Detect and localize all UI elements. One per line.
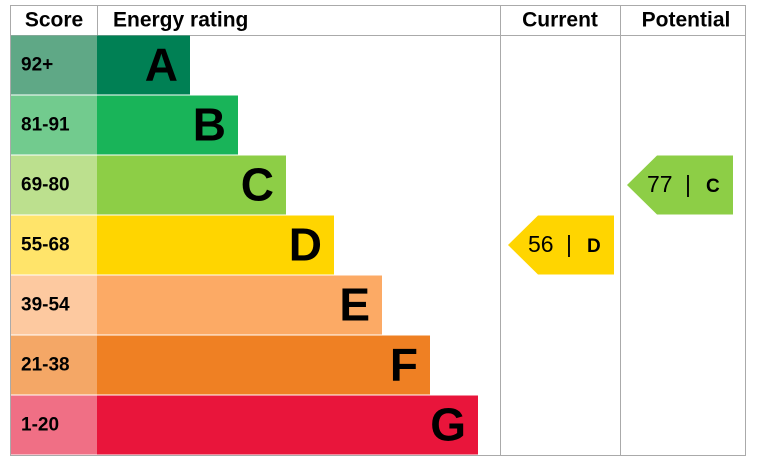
rating-letter: B (193, 99, 226, 151)
score-label: 69-80 (21, 175, 70, 196)
frame (10, 5, 746, 456)
score-cell (11, 395, 97, 455)
rating-bar (97, 95, 238, 155)
rating-letter: C (241, 159, 274, 211)
rating-separator: | (566, 231, 572, 257)
rating-arrow (508, 215, 614, 275)
rating-bar (97, 215, 334, 275)
rating-bar (97, 335, 430, 395)
rating-bar (97, 35, 190, 95)
score-label: 92+ (21, 55, 53, 76)
header-potential: Potential (642, 9, 731, 32)
rating-letter: G (430, 399, 466, 451)
score-cell (11, 95, 97, 155)
score-label: 21-38 (21, 355, 70, 376)
rating-bar (97, 155, 286, 215)
rating-bar (97, 395, 478, 455)
score-cell (11, 335, 97, 395)
score-label: 55-68 (21, 235, 70, 256)
rating-letter: E (339, 279, 370, 331)
rating-letter-small: C (706, 176, 720, 197)
score-label: 39-54 (21, 295, 70, 316)
rating-letter-small: D (587, 236, 601, 257)
score-cell (11, 35, 97, 95)
score-label: 81-91 (21, 115, 70, 136)
rating-value: 56 (528, 231, 554, 257)
rating-letter: D (289, 219, 322, 271)
score-label: 1-20 (21, 415, 59, 436)
rating-bar (97, 275, 382, 335)
score-cell (11, 215, 97, 275)
rating-separator: | (685, 171, 691, 197)
score-cell (11, 275, 97, 335)
rating-value: 77 (647, 171, 673, 197)
rating-arrow (627, 155, 733, 215)
score-cell (11, 155, 97, 215)
rating-letter: F (390, 339, 418, 391)
header-current: Current (522, 9, 598, 32)
rating-letter: A (145, 39, 178, 91)
header-score: Score (25, 9, 83, 32)
header-rating: Energy rating (113, 9, 248, 32)
